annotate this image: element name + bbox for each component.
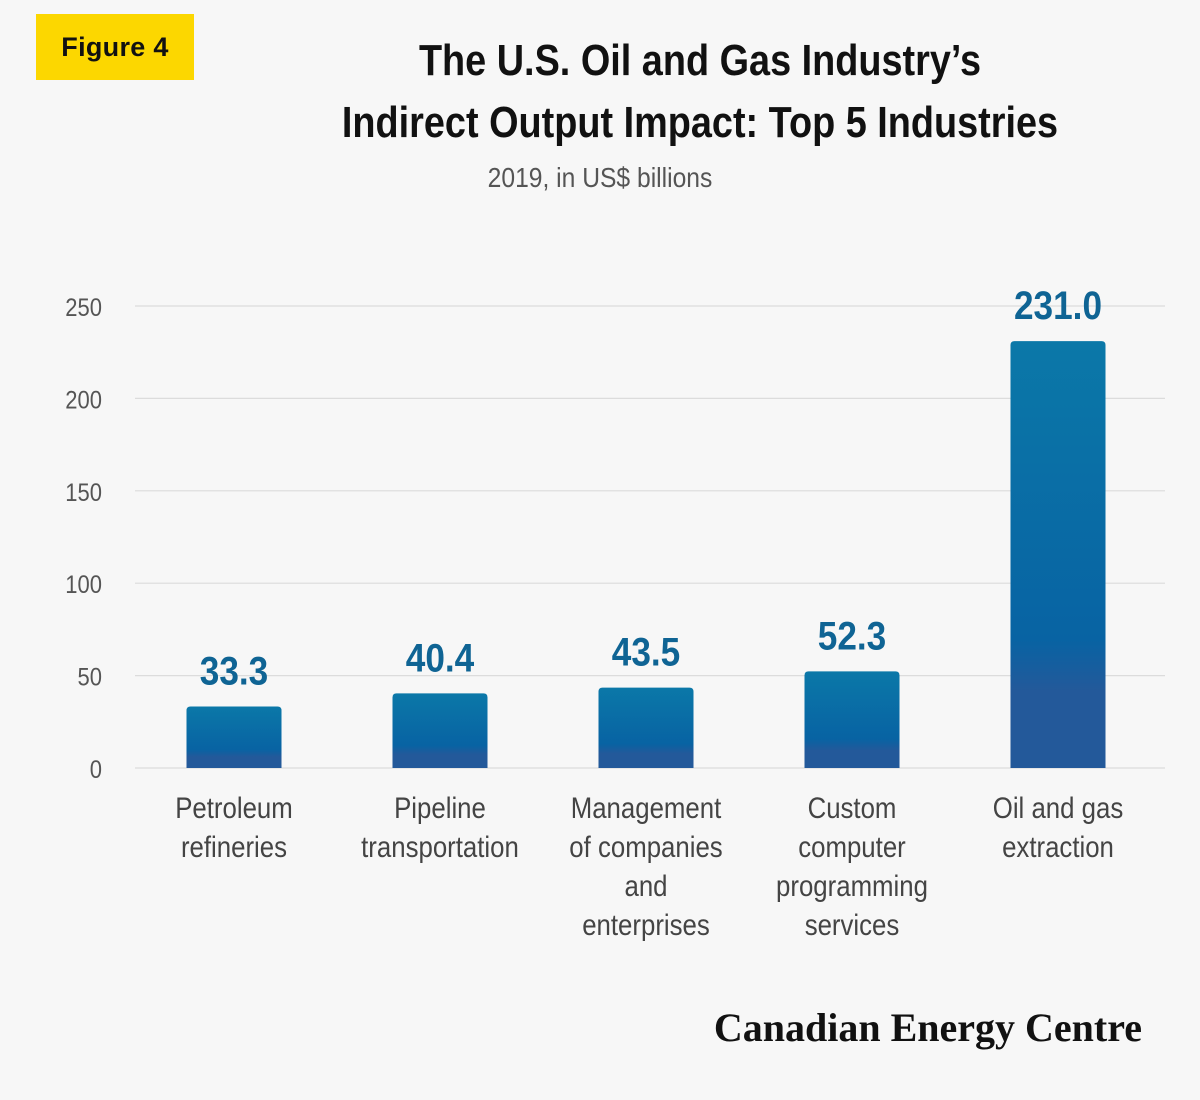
y-tick-label-100: 100 [65, 571, 102, 599]
x-category-label-1-line-0: Pipeline [394, 791, 486, 824]
x-category-label-4-line-1: extraction [1002, 830, 1114, 863]
bar-value-label-4: 231.0 [1014, 283, 1102, 328]
bar-4 [1010, 341, 1106, 768]
y-tick-label-250: 250 [65, 294, 102, 322]
bar-2 [598, 687, 694, 768]
x-category-label-3-line-3: services [805, 908, 900, 941]
x-category-label-2-line-2: and [624, 869, 667, 902]
y-tick-label-50: 50 [78, 663, 102, 691]
x-category-label-2-line-0: Management [571, 791, 722, 824]
chart-title: The U.S. Oil and Gas Industry’s Indirect… [270, 30, 1130, 154]
x-category-label-1-line-1: transportation [361, 830, 519, 863]
bar-value-label-3: 52.3 [818, 613, 886, 658]
x-category-label-2-line-3: enterprises [582, 908, 710, 941]
x-category-label-0-line-0: Petroleum [175, 791, 293, 824]
x-category-label-3-line-1: computer [798, 830, 906, 863]
bar-1 [392, 693, 488, 768]
bar-0 [186, 706, 282, 768]
chart-subtitle: 2019, in US$ billions [487, 162, 713, 193]
brand-logo-text: Canadian Energy Centre [713, 1005, 1142, 1050]
y-tick-label-150: 150 [65, 479, 102, 507]
chart-title-line-1: The U.S. Oil and Gas Industry’s [418, 36, 982, 85]
x-category-label-3-line-2: programming [776, 869, 928, 902]
bar-3 [804, 671, 900, 768]
x-category-label-3-line-0: Custom [808, 791, 897, 824]
x-category-label-4-line-0: Oil and gas [993, 791, 1123, 824]
bar-value-label-0: 33.3 [200, 648, 268, 693]
x-category-label-0-line-1: refineries [181, 830, 287, 863]
y-tick-label-200: 200 [65, 386, 102, 414]
figure-badge: Figure 4 [36, 14, 194, 80]
chart-title-line-2: Indirect Output Impact: Top 5 Industries [341, 98, 1059, 147]
bar-value-label-1: 40.4 [406, 635, 475, 680]
x-category-label-2-line-1: of companies [569, 830, 722, 863]
bar-value-label-2: 43.5 [612, 630, 680, 675]
y-tick-label-0: 0 [90, 756, 102, 784]
